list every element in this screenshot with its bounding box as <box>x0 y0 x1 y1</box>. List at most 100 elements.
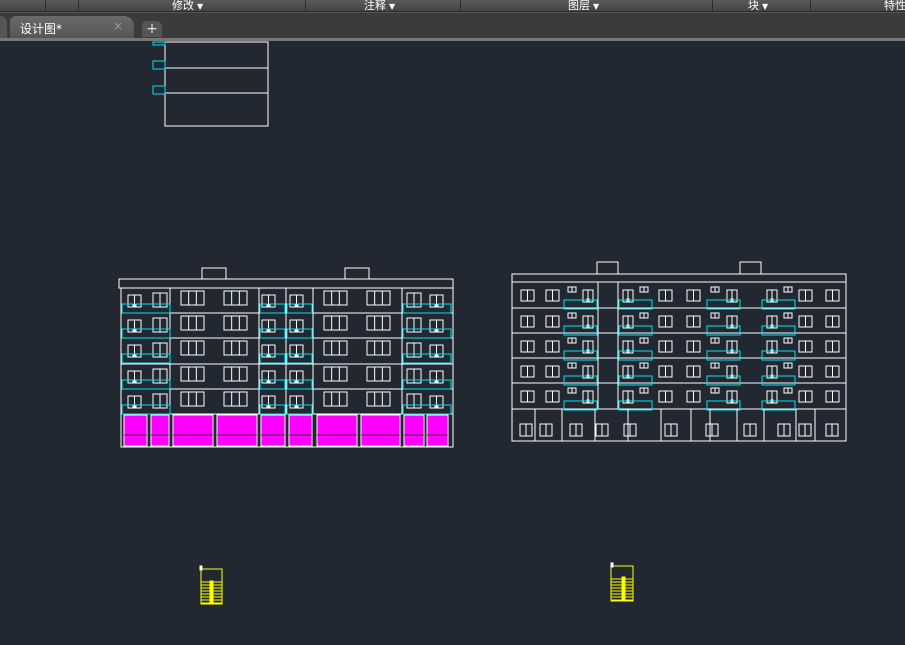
panel-block[interactable]: 块 ▼ <box>748 0 768 13</box>
shopfront <box>260 414 286 447</box>
shopfront <box>150 414 170 447</box>
marker <box>199 565 203 571</box>
balcony-rail <box>563 325 598 336</box>
balcony-rail <box>563 400 598 411</box>
separator <box>712 0 713 11</box>
caret-down-icon: ▼ <box>593 2 600 11</box>
panel-label: 特性 <box>884 0 905 12</box>
roof-box <box>344 267 370 280</box>
separator <box>810 0 811 11</box>
balcony-rail <box>618 400 653 411</box>
shopfront <box>288 414 313 447</box>
balcony-rail <box>706 350 741 361</box>
separator <box>305 0 306 11</box>
panel-annotate[interactable]: 注释 ▼ <box>364 0 395 13</box>
window <box>323 290 348 306</box>
shopfront <box>316 414 358 447</box>
window <box>323 315 348 331</box>
balcony <box>152 41 166 46</box>
roof-box <box>596 261 619 275</box>
window <box>180 391 205 407</box>
window <box>366 340 391 356</box>
balcony-rail <box>402 328 452 339</box>
balcony-rail <box>618 375 653 386</box>
balcony-rail <box>706 325 741 336</box>
panel-label: 块 <box>748 0 759 12</box>
balcony-rail <box>761 299 796 310</box>
panel-properties[interactable]: 特性 <box>884 0 905 13</box>
balcony-rail <box>286 379 313 390</box>
balcony-rail <box>402 303 452 314</box>
window <box>366 290 391 306</box>
balcony-rail <box>706 400 741 411</box>
balcony-rail <box>761 375 796 386</box>
shopfront <box>360 414 401 447</box>
balcony-rail <box>286 303 313 314</box>
balcony-rail <box>402 353 452 364</box>
shopfront <box>172 414 214 447</box>
shopfront <box>403 414 425 447</box>
balcony-rail <box>761 325 796 336</box>
roof-box <box>201 267 227 280</box>
tab-label: 设计图* <box>20 22 63 36</box>
balcony-rail <box>286 404 313 415</box>
balcony-rail <box>259 353 286 364</box>
separator <box>45 0 46 11</box>
balcony-rail <box>121 353 171 364</box>
balcony-rail <box>121 303 171 314</box>
shopfront <box>123 414 148 447</box>
ribbon-panel-bar: 修改 ▼ 注释 ▼ 图层 ▼ 块 ▼ 特性 <box>0 0 905 12</box>
balcony-rail <box>618 325 653 336</box>
shopfront <box>216 414 258 447</box>
window <box>180 290 205 306</box>
window <box>323 366 348 382</box>
panel-label: 图层 <box>568 0 590 12</box>
window <box>323 391 348 407</box>
caret-down-icon: ▼ <box>389 2 396 11</box>
balcony-rail <box>121 379 171 390</box>
separator <box>460 0 461 11</box>
balcony-rail <box>761 350 796 361</box>
balcony-rail <box>706 299 741 310</box>
plan-outline <box>164 41 269 127</box>
previous-tab[interactable] <box>0 16 7 39</box>
balcony-rail <box>618 299 653 310</box>
balcony-rail <box>402 404 452 415</box>
stair-rail <box>621 576 626 602</box>
window <box>180 366 205 382</box>
window <box>223 290 248 306</box>
file-tab-bar: 设计图* × + <box>0 12 905 39</box>
window <box>223 366 248 382</box>
drawing-canvas[interactable] <box>0 41 905 645</box>
separator <box>78 0 79 11</box>
balcony-rail <box>286 353 313 364</box>
balcony-rail <box>563 350 598 361</box>
roof-parapet <box>118 278 454 289</box>
balcony-rail <box>618 350 653 361</box>
panel-modify[interactable]: 修改 ▼ <box>172 0 203 13</box>
balcony-rail <box>563 299 598 310</box>
balcony-rail <box>563 375 598 386</box>
roof-parapet <box>511 273 847 283</box>
stair-rail <box>209 580 214 605</box>
marker <box>610 562 614 568</box>
close-icon[interactable]: × <box>113 19 124 33</box>
window <box>366 391 391 407</box>
tab-design-drawing[interactable]: 设计图* × <box>10 16 134 39</box>
balcony-rail <box>286 328 313 339</box>
balcony-rail <box>121 328 171 339</box>
balcony-rail <box>402 379 452 390</box>
window <box>223 391 248 407</box>
new-tab-plus-icon[interactable]: + <box>142 21 162 37</box>
balcony <box>152 60 166 70</box>
window <box>366 366 391 382</box>
window <box>223 340 248 356</box>
tab-divider <box>0 38 905 41</box>
balcony-rail <box>259 328 286 339</box>
panel-label: 修改 <box>172 0 194 12</box>
roof-box <box>739 261 762 275</box>
balcony-rail <box>259 379 286 390</box>
panel-layers[interactable]: 图层 ▼ <box>568 0 599 13</box>
balcony <box>152 85 166 95</box>
balcony-rail <box>121 404 171 415</box>
